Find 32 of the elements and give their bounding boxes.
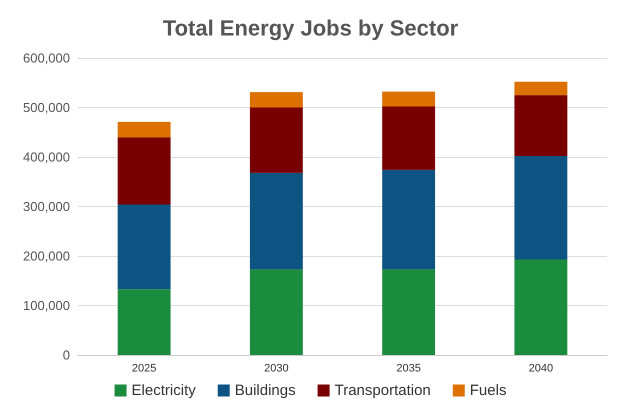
x-tick-label: 2035	[396, 362, 421, 374]
legend-label: Electricity	[132, 382, 196, 399]
bar	[514, 95, 568, 156]
y-tick-label: 400,000	[23, 150, 70, 164]
y-tick-label: 500,000	[23, 100, 70, 115]
y-tick-label: 600,000	[23, 50, 70, 66]
bar	[250, 172, 303, 270]
y-tick-label: 100,000	[23, 298, 70, 313]
legend-label: Buildings	[234, 382, 296, 399]
bar	[382, 269, 436, 355]
bar	[250, 108, 303, 173]
bar	[250, 92, 303, 108]
bar	[382, 170, 436, 270]
y-tick-label: 0	[62, 348, 70, 362]
y-tick-label: 300,000	[23, 199, 70, 214]
bar	[118, 137, 171, 205]
x-tick-label: 2040	[528, 362, 554, 374]
bar	[382, 106, 436, 170]
bar	[514, 82, 568, 96]
x-tick-label: 2025	[132, 362, 156, 374]
bar	[118, 122, 171, 138]
y-tick-label: 200,000	[23, 248, 70, 264]
bar	[118, 204, 171, 290]
bar	[514, 156, 568, 260]
bar	[118, 289, 171, 355]
bar	[514, 259, 568, 355]
chart-title: Total Energy Jobs by Sector	[162, 16, 459, 40]
legend-label: Fuels	[470, 382, 506, 399]
bar	[382, 92, 436, 107]
legend-label: Transportation	[334, 382, 431, 399]
x-tick-label: 2030	[264, 362, 289, 374]
bar	[250, 269, 303, 355]
